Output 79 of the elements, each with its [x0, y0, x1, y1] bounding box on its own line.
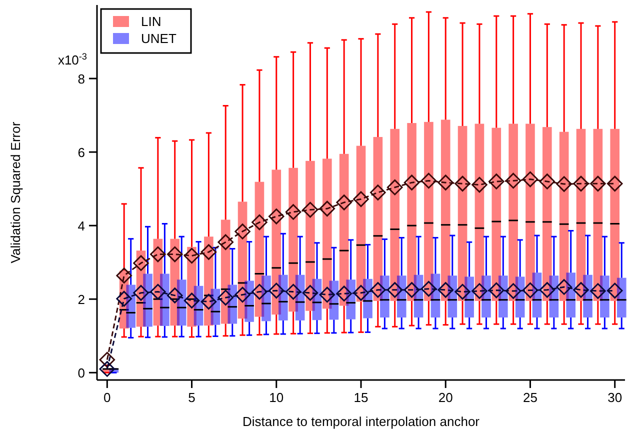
point [166, 246, 183, 262]
point [353, 191, 369, 208]
point [252, 284, 268, 300]
point [116, 268, 132, 284]
point [438, 282, 454, 298]
point [133, 255, 149, 271]
point [200, 294, 217, 310]
point [268, 208, 284, 224]
x-tick-label: 0 [104, 390, 111, 405]
point [590, 176, 606, 192]
x-tick-label: 30 [608, 390, 622, 405]
x-tick-label: 15 [354, 390, 368, 405]
point [386, 282, 403, 298]
y-tick-label: 0 [78, 366, 85, 381]
legend-label: UNET [141, 31, 176, 46]
point [539, 282, 556, 298]
point [488, 174, 504, 190]
point [99, 352, 116, 368]
point [590, 283, 606, 299]
point [370, 282, 386, 298]
point [539, 174, 556, 190]
point [556, 279, 572, 295]
point [353, 284, 369, 301]
point [150, 246, 166, 262]
point [404, 174, 420, 190]
point [268, 282, 284, 299]
point [370, 184, 386, 200]
point [319, 286, 336, 303]
point [488, 282, 504, 298]
y-tick-label: 6 [78, 145, 85, 160]
point [285, 204, 302, 220]
x-tick-label: 25 [522, 390, 538, 405]
point [505, 172, 522, 189]
point [218, 234, 234, 250]
x-tick-label: 5 [188, 390, 196, 405]
point [522, 171, 538, 188]
point [302, 284, 318, 301]
point [472, 283, 488, 299]
point [606, 176, 623, 192]
point [99, 361, 116, 377]
y-tick-label: 8 [78, 72, 85, 87]
text: x10$^{-3}$ [58, 52, 87, 68]
x-tick-label: 10 [269, 390, 284, 405]
y-tick-label: 4 [78, 218, 85, 234]
point [454, 284, 470, 300]
point [522, 282, 538, 298]
y-axis-title: Validation Squared Error [8, 121, 23, 264]
point [150, 284, 166, 300]
point [218, 290, 234, 306]
point [386, 179, 403, 196]
point [234, 286, 250, 303]
y-tick-label: 2 [78, 292, 85, 308]
point [420, 172, 437, 189]
point [184, 292, 200, 308]
point [472, 176, 488, 193]
point [285, 284, 302, 300]
point [573, 282, 589, 298]
point [200, 244, 217, 260]
point [252, 214, 268, 230]
point [234, 224, 250, 240]
point [404, 282, 420, 298]
point [454, 176, 470, 192]
point [336, 194, 352, 210]
point [573, 176, 589, 192]
point [184, 248, 200, 264]
point [302, 202, 318, 218]
x-axis-title: Distance to temporal interpolation anchor [242, 414, 480, 429]
point [438, 174, 454, 190]
point [606, 282, 623, 299]
point [505, 283, 522, 299]
point [133, 284, 149, 301]
legend-label: LIN [141, 14, 162, 29]
point [319, 200, 336, 217]
point [336, 286, 352, 302]
point [556, 176, 572, 192]
point [116, 290, 132, 307]
x-tick-label: 20 [438, 390, 453, 405]
point [420, 280, 437, 297]
point [166, 288, 183, 304]
